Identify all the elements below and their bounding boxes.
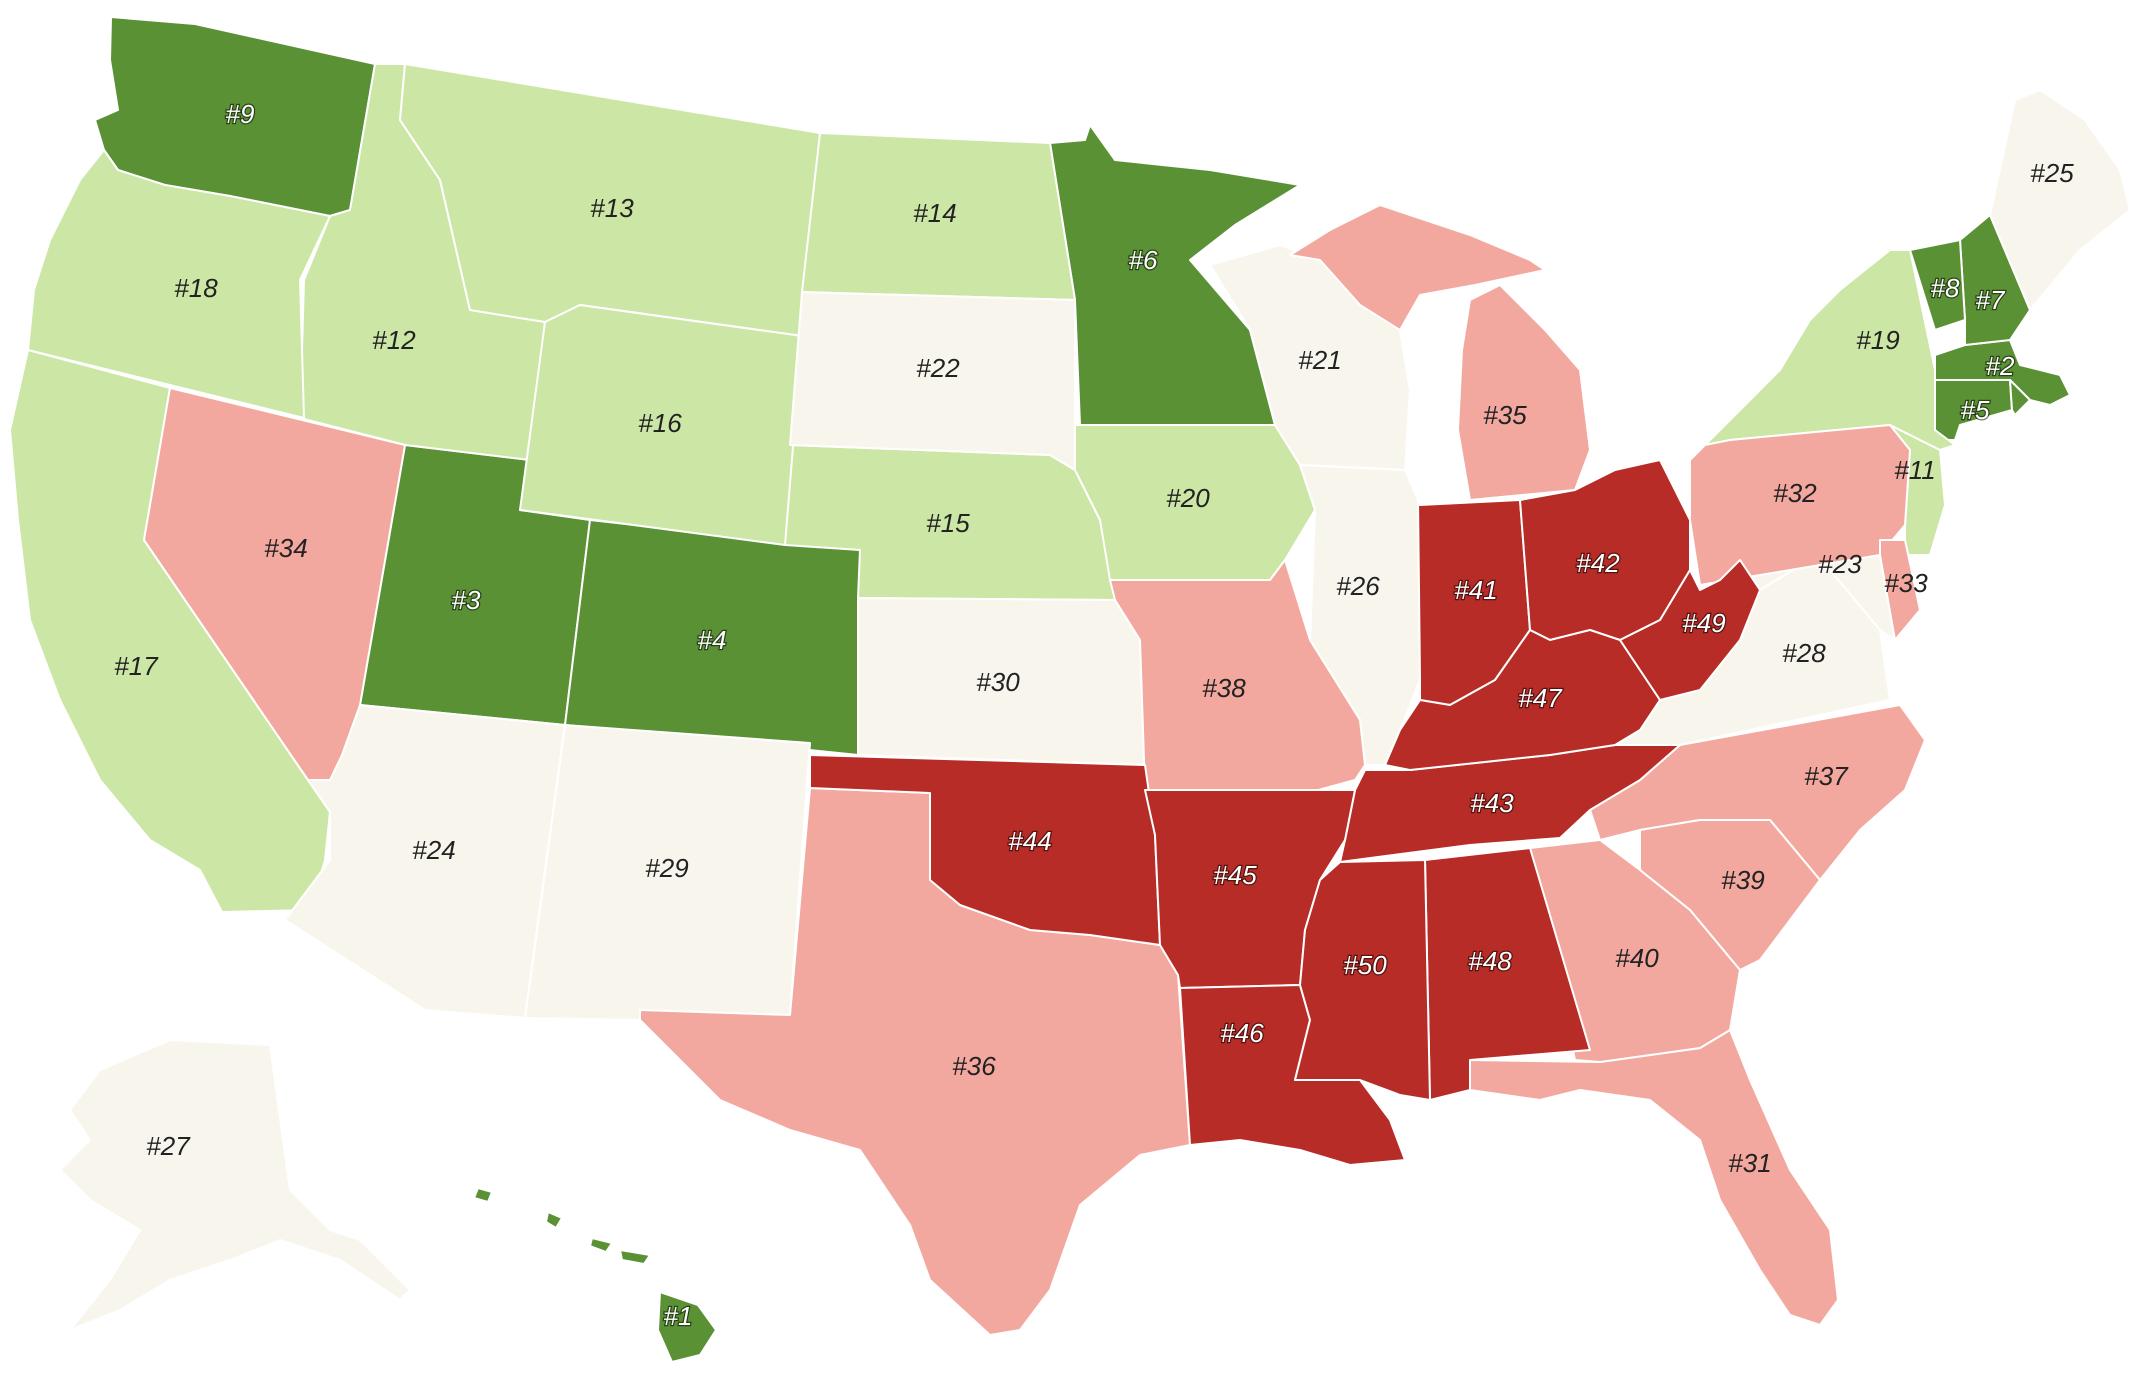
rank-label-oh: #42 <box>1576 548 1620 578</box>
rank-label-ma: #2 <box>1986 351 2015 381</box>
state-nv <box>143 387 406 781</box>
state-mi <box>1289 204 1546 331</box>
rank-label-nj: #11 <box>1894 455 1935 485</box>
rank-label-ak: #27 <box>146 1131 191 1161</box>
rank-label-tx: #36 <box>952 1051 996 1081</box>
rank-label-ky: #47 <box>1518 683 1563 713</box>
rank-label-pa: #32 <box>1773 478 1817 508</box>
state-sd <box>789 291 1076 471</box>
rank-label-ms: #50 <box>1343 950 1387 980</box>
rank-label-nm: #29 <box>645 853 688 883</box>
rank-label-ks: #30 <box>976 667 1020 697</box>
state-hi <box>545 1211 563 1229</box>
state-hi <box>657 1291 717 1363</box>
state-hi <box>619 1249 651 1265</box>
rank-label-wv: #49 <box>1682 608 1725 638</box>
rank-label-ga: #40 <box>1615 943 1659 973</box>
state-rank-labels: #1 #2 #3 #4 #5 #6 #7 #8 #9 #11 #12 #13 #14 #15 #16 #17 #… <box>114 98 2074 1333</box>
rank-label-hi: #1 <box>664 1301 693 1331</box>
rank-label-me: #25 <box>2030 158 2074 188</box>
rank-label-mn: #6 <box>1129 245 1158 275</box>
rank-label-ut: #3 <box>452 585 481 615</box>
rank-label-ct: #5 <box>1961 395 1990 425</box>
rank-label-in: #41 <box>1454 575 1497 605</box>
rank-label-id: #12 <box>372 325 416 355</box>
rank-label-de: #33 <box>1884 568 1928 598</box>
rank-label-az: #24 <box>412 835 455 865</box>
state-mi <box>1457 284 1591 501</box>
rank-label-nv: #34 <box>264 533 307 563</box>
state-or <box>27 149 331 419</box>
rank-label-ia: #20 <box>1166 483 1210 513</box>
rank-label-ar: #45 <box>1213 860 1257 890</box>
rank-label-wy: #16 <box>638 408 682 438</box>
state-fl <box>1469 1029 1839 1326</box>
rank-label-tn: #43 <box>1470 788 1514 818</box>
rank-label-nh: #7 <box>1976 285 2006 315</box>
rank-label-mi: #35 <box>1483 400 1527 430</box>
rank-label-wa: #9 <box>226 99 255 129</box>
rank-label-sd: #22 <box>916 353 960 383</box>
state-ri <box>2009 379 2031 416</box>
state-ga <box>1529 839 1741 1063</box>
rank-label-md: #23 <box>1818 549 1862 579</box>
rank-label-nd: #14 <box>913 198 956 228</box>
state-mo <box>1109 559 1366 796</box>
state-vt <box>1909 239 1966 331</box>
rank-label-vt: #8 <box>1931 273 1960 303</box>
state-hi <box>473 1187 493 1203</box>
state-wv <box>1619 559 1761 701</box>
rank-label-fl: #31 <box>1728 1148 1771 1178</box>
rank-label-nc: #37 <box>1804 761 1849 791</box>
rank-label-sc: #39 <box>1721 865 1764 895</box>
state-shapes <box>9 16 2131 1363</box>
state-ak <box>59 1039 411 1331</box>
rank-label-la: #46 <box>1220 1018 1264 1048</box>
state-de <box>1879 539 1921 641</box>
rank-label-il: #26 <box>1336 571 1380 601</box>
rank-label-ny: #19 <box>1856 325 1899 355</box>
rank-label-ne: #15 <box>926 508 970 538</box>
rank-label-mo: #38 <box>1202 673 1246 703</box>
rank-label-wi: #21 <box>1298 345 1341 375</box>
rank-label-co: #4 <box>698 625 727 655</box>
rank-label-al: #48 <box>1468 946 1512 976</box>
rank-label-ca: #17 <box>114 651 159 681</box>
rank-label-or: #18 <box>174 273 218 303</box>
state-ny <box>1704 249 1956 451</box>
state-ms <box>1294 859 1431 1101</box>
rank-label-ok: #44 <box>1008 826 1051 856</box>
rank-label-mt: #13 <box>590 193 634 223</box>
state-me <box>1989 89 2131 311</box>
state-hi <box>589 1237 613 1253</box>
rank-label-va: #28 <box>1782 638 1826 668</box>
state-pa <box>1689 424 1911 586</box>
